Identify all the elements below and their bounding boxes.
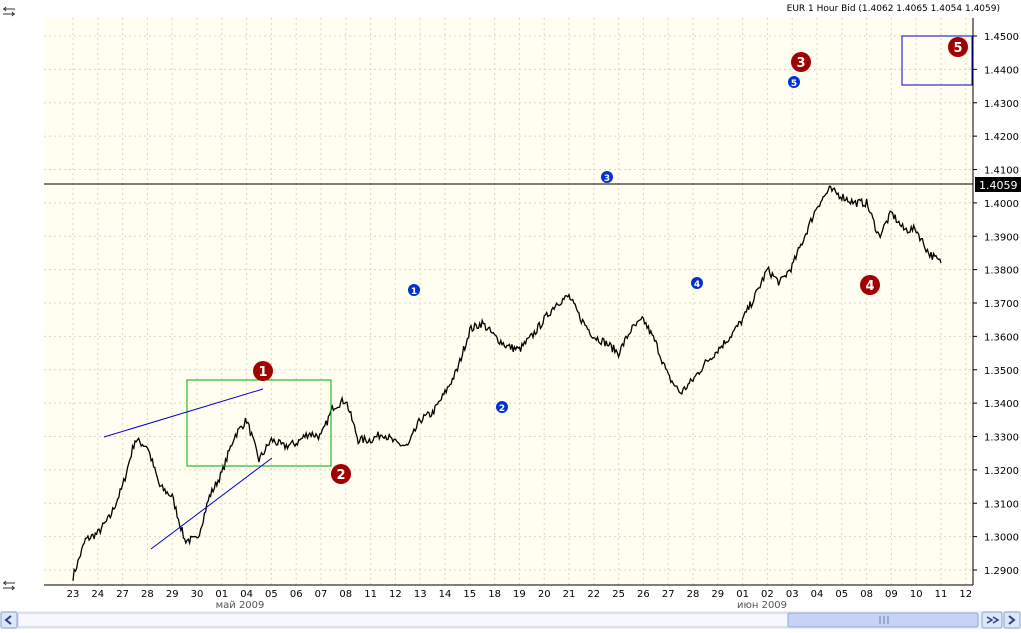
- month-label: май 2009: [216, 600, 265, 611]
- x-tick-label: 29: [166, 589, 179, 600]
- scroll-right-button[interactable]: [1003, 611, 1021, 629]
- wave-label-major-4: 4: [860, 275, 880, 295]
- y-tick-label: 1.3700: [984, 299, 1019, 310]
- x-tick-label: 12: [389, 589, 402, 600]
- wave-label-major-5: 5: [948, 37, 968, 57]
- wave-label-minor-4-text: 4: [694, 280, 700, 290]
- wave-label-minor-1-text: 1: [411, 287, 417, 297]
- price-series-line: [72, 185, 942, 581]
- wave-label-minor-2: 2: [496, 401, 508, 414]
- month-label: июн 2009: [737, 600, 787, 611]
- x-tick-label: 05: [835, 589, 848, 600]
- x-tick-label: 13: [414, 589, 427, 600]
- y-tick-label: 1.3400: [984, 399, 1019, 410]
- x-tick-label: 08: [860, 589, 873, 600]
- wave-label-major-3: 3: [791, 52, 811, 72]
- scroll-end-button[interactable]: [981, 611, 1003, 629]
- wave-label-major-2-text: 2: [336, 468, 345, 483]
- x-tick-label: 28: [141, 589, 154, 600]
- last-price-badge: [975, 177, 1021, 192]
- y-tick-label: 1.3100: [984, 499, 1019, 510]
- x-tick-label: 01: [736, 589, 749, 600]
- x-tick-label: 20: [538, 589, 551, 600]
- x-tick-label: 05: [265, 589, 278, 600]
- x-tick-label: 29: [711, 589, 724, 600]
- y-tick-label: 1.2900: [984, 566, 1019, 577]
- y-tick-label: 1.4200: [984, 132, 1019, 143]
- last-price-label: 1.4059: [979, 179, 1018, 192]
- x-tick-label: 28: [687, 589, 700, 600]
- x-tick-label: 10: [910, 589, 923, 600]
- x-tick-label: 02: [761, 589, 774, 600]
- wave-label-minor-1: 1: [408, 284, 420, 297]
- x-tick-label: 27: [662, 589, 675, 600]
- scale-icon-bottom[interactable]: [2, 580, 16, 592]
- chart-title: EUR 1 Hour Bid (1.4062 1.4065 1.4054 1.4…: [787, 4, 1000, 14]
- x-tick-label: 14: [439, 589, 452, 600]
- scrollbar-thumb[interactable]: [787, 612, 979, 628]
- y-tick-label: 1.4000: [984, 199, 1019, 210]
- x-tick-label: 30: [191, 589, 204, 600]
- scale-icon-top[interactable]: [2, 6, 16, 18]
- y-tick-label: 1.3900: [984, 232, 1019, 243]
- x-tick-label: 21: [563, 589, 576, 600]
- x-axis: 23 24 27 28 29 30 01 04 05 06 07 08 11 12 13 14 15 18 19 20…: [44, 584, 973, 611]
- wave-label-major-2: 2: [331, 464, 351, 484]
- y-tick-label: 1.3800: [984, 266, 1019, 277]
- wave-label-minor-5: 5: [788, 76, 800, 89]
- target-box: [901, 35, 973, 86]
- x-tick-label: 08: [339, 589, 352, 600]
- x-tick-label: 06: [290, 589, 303, 600]
- wave-label-minor-5-text: 5: [791, 79, 797, 89]
- x-tick-label: 11: [364, 589, 377, 600]
- fast-forward-icon: [986, 616, 1000, 624]
- x-tick-label: 12: [959, 589, 972, 600]
- y-tick-label: 1.3600: [984, 332, 1019, 343]
- chevron-left-icon: [4, 615, 12, 625]
- x-tick-label: 27: [116, 589, 129, 600]
- wave-label-minor-3: 3: [601, 171, 613, 184]
- x-tick-label: 15: [463, 589, 476, 600]
- x-tick-label: 04: [811, 589, 824, 600]
- x-tick-label: 01: [215, 589, 228, 600]
- plot-area: [44, 18, 973, 585]
- y-tick-label: 1.3000: [984, 533, 1019, 544]
- y-tick-label: 1.3300: [984, 433, 1019, 444]
- x-tick-label: 23: [67, 589, 80, 600]
- scroll-left-button[interactable]: [0, 611, 18, 629]
- x-tick-label: 26: [637, 589, 650, 600]
- x-tick-label: 09: [885, 589, 898, 600]
- scrollbar-track[interactable]: [17, 612, 789, 628]
- x-tick-label: 11: [935, 589, 948, 600]
- wave-label-major-4-text: 4: [865, 279, 874, 294]
- y-tick-label: 1.4300: [984, 99, 1019, 110]
- x-tick-label: 24: [91, 589, 104, 600]
- y-axis: 1.4500 1.4400 1.4300 1.4200 1.4100 1.4000 1.39…: [972, 18, 1019, 585]
- y-tick-label: 1.3200: [984, 466, 1019, 477]
- x-tick-label: 18: [488, 589, 501, 600]
- x-tick-label: 07: [315, 589, 328, 600]
- trendline-lower: [150, 457, 273, 550]
- wave-label-major-1-text: 1: [258, 365, 267, 380]
- x-tick-label: 19: [513, 589, 526, 600]
- wave-label-major-5-text: 5: [953, 41, 962, 56]
- trendline-upper: [103, 388, 264, 438]
- wave-label-minor-4: 4: [691, 277, 703, 290]
- x-tick-label: 25: [612, 589, 625, 600]
- wave-label-minor-3-text: 3: [604, 174, 610, 184]
- chevron-right-icon: [1008, 615, 1016, 625]
- y-tick-label: 1.3500: [984, 366, 1019, 377]
- x-tick-label: 03: [786, 589, 799, 600]
- wave-label-major-1: 1: [253, 361, 273, 381]
- y-tick-label: 1.4500: [984, 32, 1019, 43]
- x-tick-label: 22: [587, 589, 600, 600]
- y-tick-label: 1.4100: [984, 166, 1019, 177]
- scrollbar-grip-icon: [879, 616, 889, 624]
- y-tick-label: 1.4400: [984, 65, 1019, 76]
- wave-label-minor-2-text: 2: [499, 404, 505, 414]
- wave-label-major-3-text: 3: [796, 56, 805, 71]
- x-tick-label: 04: [240, 589, 253, 600]
